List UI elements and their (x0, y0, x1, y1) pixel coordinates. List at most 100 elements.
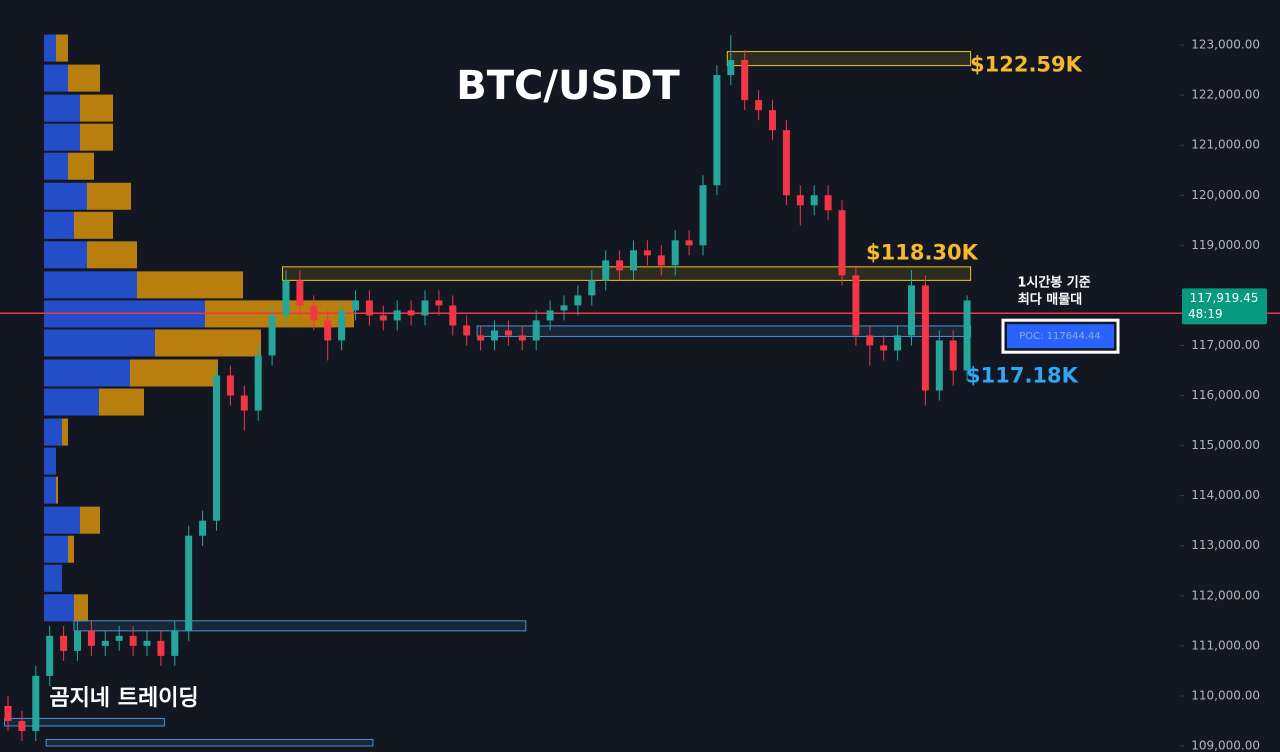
last-price-label: 117,919.45 (1190, 291, 1259, 305)
y-tick-label: 122,000.00 (1191, 88, 1260, 102)
candle-body (4, 705, 12, 721)
candle-body (963, 300, 971, 371)
candle-body (185, 535, 193, 631)
profile-buy (44, 564, 62, 592)
candle-body (908, 285, 915, 336)
profile-sell (130, 359, 218, 387)
profile-buy (44, 418, 62, 446)
candle-body (87, 630, 95, 646)
candle-body (685, 240, 693, 246)
zone (726, 51, 972, 67)
profile-sell (80, 94, 113, 122)
watermark: 곰지네 트레이딩 (49, 686, 198, 711)
profile-buy (44, 506, 80, 534)
candle-body (560, 305, 568, 311)
profile-sell (68, 152, 94, 180)
candle-body (769, 110, 776, 131)
candle-body (18, 720, 26, 731)
candle-body (616, 260, 624, 271)
candle-body (518, 335, 526, 341)
candle-body (894, 335, 902, 351)
candle-body (477, 335, 485, 341)
candle-body (782, 130, 790, 196)
profile-sell (68, 64, 100, 92)
note-line: 1시간봉 기준 (1017, 275, 1090, 291)
candle-body (866, 335, 874, 346)
y-tick-label: 123,000.00 (1191, 38, 1260, 52)
candle-body (379, 315, 387, 321)
candle-body (699, 185, 707, 246)
profile-sell (87, 241, 137, 269)
profile-buy (44, 359, 130, 387)
candle-body (435, 300, 443, 306)
candle-body (407, 310, 415, 316)
candle-body (254, 355, 262, 411)
y-tick-label: 110,000.00 (1191, 688, 1260, 702)
profile-sell (80, 506, 100, 534)
candle-body (796, 195, 804, 206)
profile-sell (87, 182, 131, 210)
candle-body (588, 280, 596, 296)
profile-buy (44, 64, 68, 92)
zone (476, 325, 972, 337)
zone (282, 266, 972, 281)
profile-sell (62, 418, 68, 446)
y-tick-label: 116,000.00 (1191, 388, 1260, 402)
profile-buy (44, 535, 68, 563)
candle-body (824, 195, 832, 211)
poc-box (1007, 324, 1114, 349)
y-tick-label: 113,000.00 (1191, 538, 1260, 552)
profile-buy (44, 34, 56, 62)
profile-buy (44, 447, 56, 475)
y-tick-label: 111,000.00 (1191, 638, 1260, 652)
candle-body (352, 300, 359, 311)
candle-body (213, 375, 220, 521)
y-tick-label: 112,000.00 (1191, 588, 1260, 602)
candle-body (657, 255, 665, 266)
zone (4, 717, 165, 727)
candle-body (741, 60, 749, 101)
candle-body (880, 345, 888, 351)
last-price-tag (1182, 288, 1267, 325)
candle-body (810, 195, 818, 206)
profile-buy (44, 476, 56, 504)
plot: 109,000.00 110,000.00 111,000.00 112,000.00… (0, 34, 1280, 752)
poc-box-border (1001, 318, 1120, 354)
poc-label: POC: 117644.44 (1019, 331, 1101, 342)
candle-body (449, 305, 457, 326)
profile-buy (44, 94, 80, 122)
candle-body (463, 325, 471, 336)
candle-body (921, 285, 929, 391)
countdown-label: 48:19 (1188, 307, 1223, 321)
profile-sell (74, 211, 113, 239)
candle-body (157, 640, 165, 656)
candle-body (296, 280, 304, 306)
profile-sell (56, 476, 58, 504)
candle-body (393, 310, 401, 321)
candle-body (226, 375, 234, 396)
candle-body (338, 310, 346, 341)
y-tick-label: 117,000.00 (1191, 338, 1260, 352)
candle-body (574, 295, 582, 306)
profile-sell (155, 329, 261, 357)
profile-sell (99, 388, 144, 416)
candle-body (491, 330, 498, 341)
profile-buy (44, 182, 87, 210)
zone (73, 620, 527, 632)
candle-body (755, 100, 763, 111)
profile-sell (56, 34, 68, 62)
chart-title: BTC/USDT (456, 63, 680, 109)
candle-body (643, 250, 651, 256)
profile-buy (44, 241, 87, 269)
price-annotation: $118.30K (866, 240, 979, 264)
price-annotation: $117.18K (966, 363, 1079, 387)
candle-body (838, 210, 846, 276)
y-tick-label: 114,000.00 (1191, 488, 1260, 502)
candle-body (421, 300, 429, 316)
profile-buy (44, 594, 74, 622)
candle-body (949, 340, 957, 371)
profile-sell (74, 594, 88, 622)
profile-buy (44, 388, 99, 416)
profile-sell (80, 123, 113, 151)
candle-body (171, 630, 179, 656)
